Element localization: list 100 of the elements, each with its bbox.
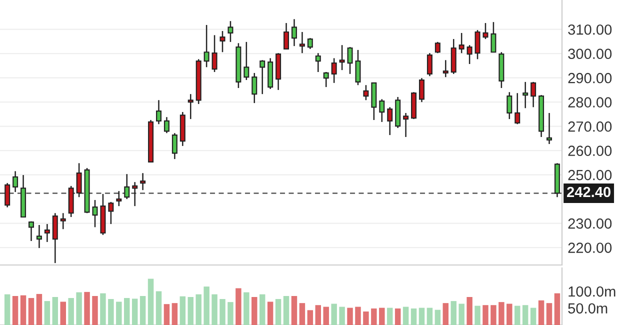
candlestick bbox=[323, 71, 329, 88]
candlestick bbox=[76, 162, 82, 198]
candlestick bbox=[44, 223, 50, 243]
y-tick-label: 250.00 bbox=[568, 170, 612, 180]
bar bbox=[379, 308, 385, 325]
bar bbox=[148, 278, 154, 325]
bar bbox=[410, 308, 417, 325]
candlestick bbox=[140, 172, 146, 191]
candlestick bbox=[522, 81, 528, 109]
bar bbox=[92, 296, 98, 325]
bar bbox=[172, 303, 178, 325]
ref-line-label: 242.40 bbox=[567, 186, 611, 198]
bar bbox=[458, 304, 464, 325]
bar bbox=[52, 297, 58, 325]
bar bbox=[196, 294, 202, 325]
candlestick bbox=[244, 41, 250, 81]
y-tick-label: 50.0m bbox=[568, 303, 608, 314]
candlestick bbox=[228, 20, 234, 43]
candlestick bbox=[403, 112, 409, 138]
y-tick-label: 290.00 bbox=[568, 72, 612, 84]
candlestick bbox=[426, 52, 432, 77]
y-tick-label: 260.00 bbox=[568, 146, 612, 156]
bar bbox=[450, 301, 456, 325]
candlestick bbox=[52, 212, 58, 264]
candlestick bbox=[164, 116, 170, 134]
candlestick bbox=[212, 34, 218, 73]
bar bbox=[466, 297, 472, 325]
candlestick bbox=[108, 201, 114, 225]
candlestick bbox=[363, 84, 369, 101]
bar bbox=[44, 301, 50, 325]
bar bbox=[259, 294, 266, 325]
bar bbox=[426, 308, 433, 325]
bar bbox=[84, 292, 90, 325]
bar bbox=[36, 294, 42, 325]
candlestick bbox=[36, 224, 42, 249]
bar bbox=[4, 294, 10, 325]
bar bbox=[331, 304, 337, 325]
bar bbox=[116, 302, 122, 325]
candlestick bbox=[474, 29, 480, 60]
bar bbox=[228, 302, 234, 325]
y-tick-label: 100.0m bbox=[568, 286, 616, 297]
bar bbox=[514, 306, 520, 325]
bar bbox=[291, 296, 298, 325]
candlestick bbox=[260, 60, 266, 95]
bar bbox=[132, 298, 138, 325]
candlestick bbox=[387, 106, 393, 136]
candlestick bbox=[156, 100, 162, 125]
bar bbox=[307, 310, 314, 325]
candlestick bbox=[355, 49, 361, 86]
bar bbox=[252, 297, 258, 325]
y-tick-label: 230.00 bbox=[568, 218, 612, 229]
bar bbox=[28, 298, 34, 325]
bar bbox=[100, 293, 106, 325]
candlestick bbox=[28, 220, 34, 242]
candlestick bbox=[442, 60, 448, 78]
bar bbox=[490, 305, 496, 325]
candlestick bbox=[116, 190, 122, 207]
bar bbox=[355, 306, 361, 325]
bar bbox=[188, 297, 194, 325]
candlestick bbox=[506, 92, 512, 120]
candlestick bbox=[4, 182, 10, 208]
bar bbox=[204, 286, 210, 325]
bar bbox=[108, 299, 114, 325]
bar bbox=[546, 303, 552, 325]
candlestick bbox=[92, 199, 98, 228]
bar bbox=[180, 296, 186, 325]
bar bbox=[20, 295, 26, 325]
candlestick bbox=[188, 93, 194, 120]
bar bbox=[212, 294, 218, 325]
bar bbox=[275, 299, 282, 325]
bar bbox=[220, 299, 226, 325]
bar bbox=[68, 298, 74, 325]
bar bbox=[76, 292, 82, 325]
candlestick bbox=[204, 24, 210, 68]
candlestick bbox=[458, 32, 464, 54]
candlestick bbox=[347, 46, 353, 75]
bar bbox=[394, 308, 401, 325]
bar bbox=[371, 308, 377, 325]
bar bbox=[554, 293, 560, 325]
bar bbox=[267, 302, 274, 325]
bar bbox=[60, 302, 66, 325]
candlestick bbox=[307, 37, 313, 50]
y-tick-label: 310.00 bbox=[568, 24, 612, 35]
bar bbox=[164, 304, 170, 325]
candlestick bbox=[514, 92, 520, 125]
bar bbox=[418, 308, 425, 325]
y-tick-label: 300.00 bbox=[568, 48, 612, 60]
bar bbox=[442, 303, 449, 325]
bar bbox=[12, 296, 18, 325]
bar bbox=[498, 302, 504, 325]
y-tick-label: 220.00 bbox=[568, 242, 612, 253]
candlestick bbox=[60, 212, 66, 230]
candlestick bbox=[220, 30, 226, 53]
bar bbox=[140, 296, 146, 325]
candlestick bbox=[339, 44, 345, 71]
bar bbox=[283, 296, 290, 325]
candlestick bbox=[315, 52, 321, 73]
bar bbox=[323, 306, 329, 325]
candlestick bbox=[530, 81, 536, 108]
candlestick bbox=[252, 72, 258, 104]
